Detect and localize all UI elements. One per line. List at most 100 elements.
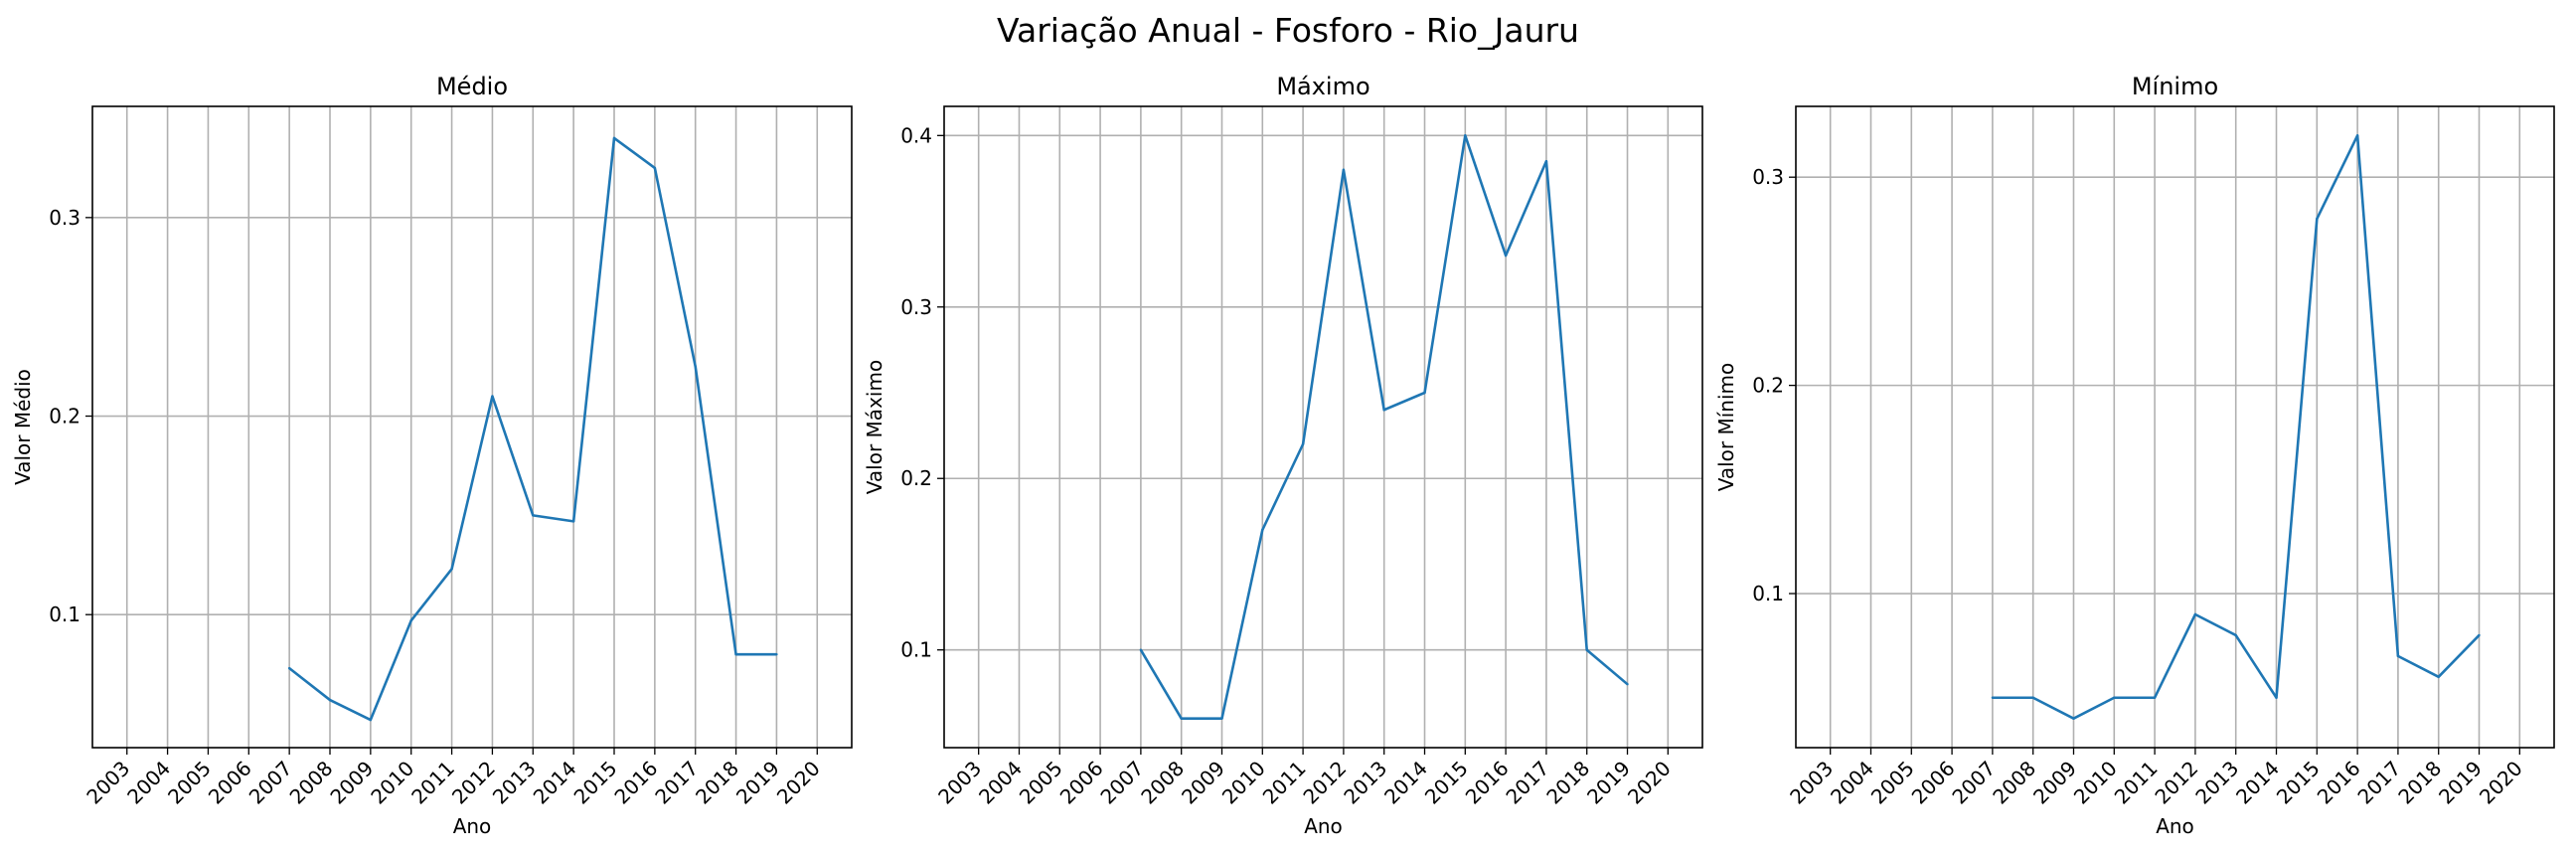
data-point [2193,612,2197,616]
x-tick-label: 2014 [529,757,581,809]
data-point [1342,168,1346,172]
figure-title: Variação Anual - Fosforo - Rio_Jauru [997,11,1579,50]
data-point [2396,654,2400,658]
axes-frame [1795,105,2555,749]
data-point [734,652,737,656]
subplot-3: 2003200420052006200720082009201020112012… [1714,73,2555,838]
y-tick-label: 0.3 [1752,165,1784,189]
x-tick-label: 2003 [933,757,986,809]
x-tick-label: 2017 [1501,757,1553,809]
x-tick-label: 2013 [2190,757,2243,809]
data-point [1544,159,1548,163]
x-tick-label: 2012 [2150,757,2202,809]
x-tick-label: 2019 [731,757,784,809]
data-point [1261,528,1264,532]
y-tick-label: 0.1 [49,602,80,626]
x-tick-label: 2016 [2313,757,2365,809]
x-tick-label: 2015 [1420,757,1473,809]
y-axis-label: Valor Máximo [863,360,886,494]
subplot-title: Mínimo [2132,73,2218,100]
data-point [694,365,697,368]
x-tick-label: 2006 [204,757,256,809]
x-tick-label: 2020 [1623,757,1676,809]
x-tick-label: 2008 [1136,757,1189,809]
data-point [2072,717,2075,720]
data-point [1423,391,1426,395]
x-tick-label: 2017 [650,757,703,809]
axes-frame [943,105,1703,749]
data-point [409,618,412,622]
x-tick-label: 2015 [2272,757,2325,809]
data-point [1991,696,1995,699]
x-tick-label: 2010 [366,757,418,809]
axes-frame [91,105,853,749]
data-point [1180,717,1183,720]
data-point [1504,254,1508,258]
x-tick-label: 2020 [772,757,825,809]
y-tick-label: 0.2 [1752,374,1784,398]
data-point [612,136,616,140]
x-tick-label: 2012 [447,757,500,809]
y-axis-label: Valor Médio [11,369,35,485]
x-tick-label: 2018 [2393,757,2446,809]
data-point [1626,682,1629,686]
data-point [1464,134,1467,137]
x-tick-label: 2014 [2231,757,2284,809]
data-point [328,698,332,702]
y-axis-label: Valor Mínimo [1714,363,1738,492]
y-tick-label: 0.3 [49,206,80,230]
x-tick-label: 2006 [1907,757,1960,809]
x-tick-label: 2014 [1379,757,1432,809]
x-tick-label: 2004 [974,757,1027,809]
x-tick-label: 2011 [2110,757,2163,809]
x-tick-label: 2007 [1095,757,1148,809]
x-axis-label: Ano [1304,814,1343,838]
data-point [1301,442,1305,445]
data-point [532,514,535,517]
data-point [775,652,778,656]
x-axis-label: Ano [2156,814,2194,838]
x-tick-label: 2016 [609,757,662,809]
data-point [1139,648,1143,651]
x-tick-label: 2011 [1258,757,1311,809]
x-tick-label: 2015 [569,757,622,809]
y-tick-label: 0.4 [900,123,932,147]
y-tick-label: 0.1 [1752,582,1784,605]
x-tick-label: 2004 [122,757,175,809]
x-tick-label: 2006 [1055,757,1108,809]
y-tick-label: 0.2 [900,466,932,490]
x-tick-label: 2016 [1461,757,1514,809]
data-point [2031,696,2034,699]
data-point [2153,696,2157,699]
data-point [2275,696,2278,699]
x-tick-label: 2013 [488,757,541,809]
x-tick-label: 2010 [2069,757,2122,809]
data-point [491,395,494,398]
x-tick-label: 2007 [1947,757,2000,809]
subplot-1: 2003200420052006200720082009201020112012… [11,73,853,838]
data-point [2316,217,2319,221]
data-point [1382,409,1385,412]
y-tick-label: 0.3 [900,295,932,319]
x-tick-label: 2019 [1582,757,1635,809]
x-tick-label: 2005 [1866,757,1919,809]
x-tick-label: 2005 [163,757,216,809]
x-tick-label: 2009 [325,757,378,809]
x-tick-label: 2008 [285,757,338,809]
x-axis-label: Ano [453,814,492,838]
x-tick-label: 2008 [1988,757,2040,809]
x-tick-label: 2013 [1339,757,1391,809]
x-tick-label: 2007 [244,757,297,809]
data-point [369,718,373,722]
y-tick-label: 0.2 [49,405,80,429]
data-point [450,568,453,571]
x-tick-label: 2004 [1826,757,1878,809]
data-point [2478,633,2481,637]
x-tick-label: 2012 [1298,757,1351,809]
x-tick-label: 2011 [406,757,459,809]
subplot-title: Médio [436,73,508,100]
x-tick-label: 2005 [1015,757,1067,809]
subplot-title: Máximo [1276,73,1369,100]
x-tick-label: 2017 [2352,757,2405,809]
